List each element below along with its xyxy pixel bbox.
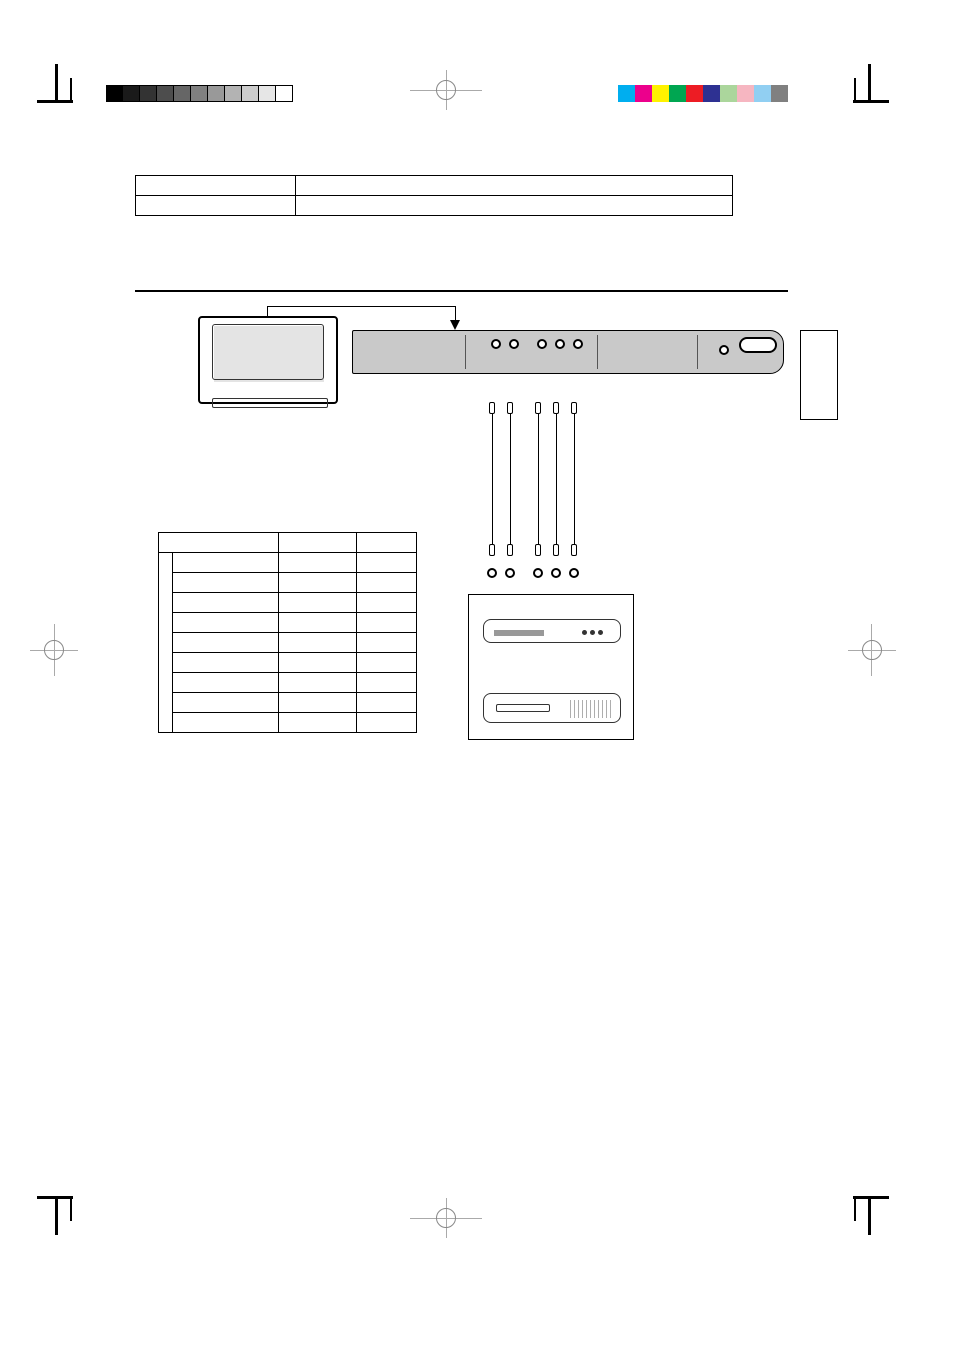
table-cell <box>173 633 279 653</box>
table-cell <box>279 633 357 653</box>
crop-mark <box>856 1197 878 1199</box>
table-cell <box>173 653 279 673</box>
table-cell <box>173 713 279 733</box>
table-cell <box>296 196 733 216</box>
section-divider <box>135 290 788 292</box>
table-cell <box>279 673 357 693</box>
table-cell <box>136 196 296 216</box>
source-devices-illustration <box>468 594 634 740</box>
side-index-tab <box>800 330 838 420</box>
monitor-rear-illustration <box>198 316 338 404</box>
table-cell <box>173 673 279 693</box>
arrow-down-icon <box>450 320 460 330</box>
crop-mark <box>70 78 72 100</box>
table-cell <box>357 693 417 713</box>
crop-mark <box>868 64 871 100</box>
table-cell <box>357 573 417 593</box>
table-cell <box>173 613 279 633</box>
leader-line <box>267 306 455 307</box>
table-cell <box>173 553 279 573</box>
table-cell <box>357 713 417 733</box>
header-table <box>135 175 733 216</box>
dvd-player-icon <box>483 619 621 643</box>
table-cell <box>357 533 417 553</box>
table-cell <box>357 593 417 613</box>
color-calibration-bar <box>618 85 788 102</box>
table-cell <box>279 553 357 573</box>
grayscale-calibration-bar <box>106 85 293 102</box>
table-cell <box>173 593 279 613</box>
crop-mark <box>854 1199 856 1221</box>
crop-mark <box>856 100 878 102</box>
crop-mark <box>70 1199 72 1221</box>
table-cell <box>173 693 279 713</box>
crop-mark <box>868 1199 871 1235</box>
crop-mark <box>48 1197 70 1199</box>
table-cell <box>279 693 357 713</box>
table-cell <box>159 533 279 553</box>
crop-mark <box>854 78 856 100</box>
table-cell <box>357 633 417 653</box>
table-cell <box>136 176 296 196</box>
table-cell <box>279 573 357 593</box>
table-cell <box>159 553 173 733</box>
table-cell <box>279 533 357 553</box>
crop-mark <box>55 64 58 100</box>
crop-mark <box>48 100 70 102</box>
table-cell <box>279 713 357 733</box>
set-top-box-icon <box>483 693 621 723</box>
table-cell <box>357 653 417 673</box>
registration-mark <box>436 1208 456 1228</box>
signal-compatibility-table <box>158 532 417 733</box>
crop-mark <box>55 1199 58 1235</box>
table-cell <box>279 613 357 633</box>
table-cell <box>279 653 357 673</box>
registration-mark <box>44 640 64 660</box>
registration-mark <box>862 640 882 660</box>
table-cell <box>173 573 279 593</box>
registration-mark <box>436 80 456 100</box>
table-cell <box>357 553 417 573</box>
connector-panel-illustration <box>352 330 784 374</box>
table-cell <box>296 176 733 196</box>
table-cell <box>357 673 417 693</box>
table-cell <box>279 593 357 613</box>
table-cell <box>357 613 417 633</box>
